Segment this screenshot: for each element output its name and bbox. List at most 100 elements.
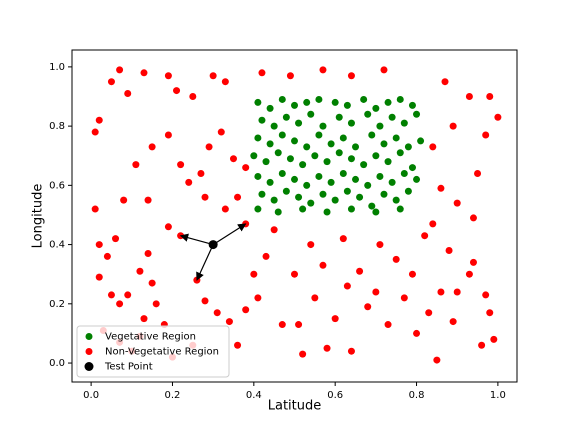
scatter-point <box>449 122 457 130</box>
x-tick-label: 0.8 <box>409 390 425 401</box>
scatter-point <box>148 143 156 151</box>
scatter-point <box>307 110 315 118</box>
scatter-point <box>258 69 266 77</box>
scatter-point <box>307 241 315 249</box>
scatter-point <box>364 110 372 118</box>
scatter-point <box>242 306 250 314</box>
scatter-point <box>303 143 311 151</box>
scatter-point <box>445 247 453 255</box>
scatter-point <box>380 140 388 148</box>
scatter-point <box>201 193 209 201</box>
scatter-point <box>380 190 388 198</box>
scatter-point <box>278 321 286 329</box>
scatter-point <box>469 258 477 266</box>
x-tick-label: 0.4 <box>246 390 262 401</box>
scatter-point <box>323 344 331 352</box>
scatter-point <box>482 131 490 139</box>
scatter-point <box>453 288 461 296</box>
x-tick-label: 0.2 <box>165 390 181 401</box>
legend-label: Vegetative Region <box>105 332 196 343</box>
scatter-point <box>417 137 425 145</box>
legend-marker <box>85 348 93 355</box>
scatter-point <box>209 72 217 80</box>
scatter-point <box>343 282 351 290</box>
scatter-point <box>315 131 323 139</box>
scatter-point <box>185 178 193 186</box>
arrow <box>196 244 214 281</box>
scatter-point <box>299 350 307 358</box>
scatter-point <box>437 288 445 296</box>
scatter-point <box>408 164 416 172</box>
scatter-point <box>278 170 286 178</box>
y-tick-label: 1.0 <box>49 62 65 73</box>
scatter-point <box>103 252 111 260</box>
scatter-point <box>299 161 307 169</box>
scatter-point <box>225 318 233 326</box>
scatter-point <box>347 155 355 163</box>
scatter-point <box>364 303 372 311</box>
scatter-point <box>234 193 242 201</box>
scatter-point <box>368 202 376 210</box>
scatter-point <box>254 172 262 180</box>
scatter-point <box>266 104 274 112</box>
scatter-point <box>421 232 429 240</box>
scatter-point <box>258 116 266 124</box>
scatter-point <box>335 113 343 121</box>
scatter-point <box>278 95 286 103</box>
scatter-point <box>319 122 327 130</box>
scatter-point <box>315 172 323 180</box>
scatter-point <box>120 196 128 204</box>
scatter-point <box>494 113 502 121</box>
scatter-point <box>140 315 148 323</box>
scatter-point <box>307 199 315 207</box>
scatter-point <box>474 170 482 178</box>
scatter-point <box>388 113 396 121</box>
scatter-point <box>286 72 294 80</box>
x-tick-label: 0.0 <box>83 390 99 401</box>
scatter-point <box>95 116 103 124</box>
scatter-point <box>286 155 294 163</box>
x-tick-label: 1.0 <box>490 390 506 401</box>
scatter-point <box>124 291 132 299</box>
scatter-point <box>177 161 185 169</box>
scatter-point <box>372 152 380 160</box>
scatter-point <box>372 208 380 216</box>
scatter-point <box>429 143 437 151</box>
scatter-point <box>441 78 449 86</box>
scatter-point <box>372 104 380 112</box>
scatter-point <box>413 175 421 183</box>
scatter-point <box>327 178 335 186</box>
scatter-point <box>291 175 298 183</box>
scatter-point <box>258 190 266 198</box>
scatter-point <box>388 178 396 186</box>
scatter-point <box>274 208 282 216</box>
scatter-point <box>295 193 303 201</box>
y-tick-label: 0.8 <box>49 121 65 132</box>
scatter-point <box>437 184 445 192</box>
scatter-point <box>339 170 347 178</box>
y-tick-label: 0.6 <box>49 180 65 191</box>
scatter-point <box>469 214 477 222</box>
scatter-point <box>221 205 229 213</box>
scatter-point <box>404 187 412 195</box>
scatter-point <box>372 288 380 296</box>
scatter-point <box>189 92 197 100</box>
scatter-point <box>144 249 152 257</box>
scatter-point <box>478 341 486 349</box>
scatter-point <box>266 140 274 148</box>
scatter-point <box>91 205 99 213</box>
scatter-point <box>327 140 335 148</box>
scatter-point <box>356 193 364 201</box>
scatter-point <box>270 196 278 204</box>
scatter-point <box>303 98 311 106</box>
scatter-point <box>482 291 490 299</box>
scatter-point <box>490 335 498 343</box>
scatter-point <box>311 294 319 302</box>
scatter-point <box>221 78 229 86</box>
scatter-point <box>360 95 368 103</box>
scatter-point <box>376 122 384 130</box>
scatter-point <box>413 110 421 118</box>
scatter-point <box>433 356 441 364</box>
scatter-point <box>282 187 290 195</box>
